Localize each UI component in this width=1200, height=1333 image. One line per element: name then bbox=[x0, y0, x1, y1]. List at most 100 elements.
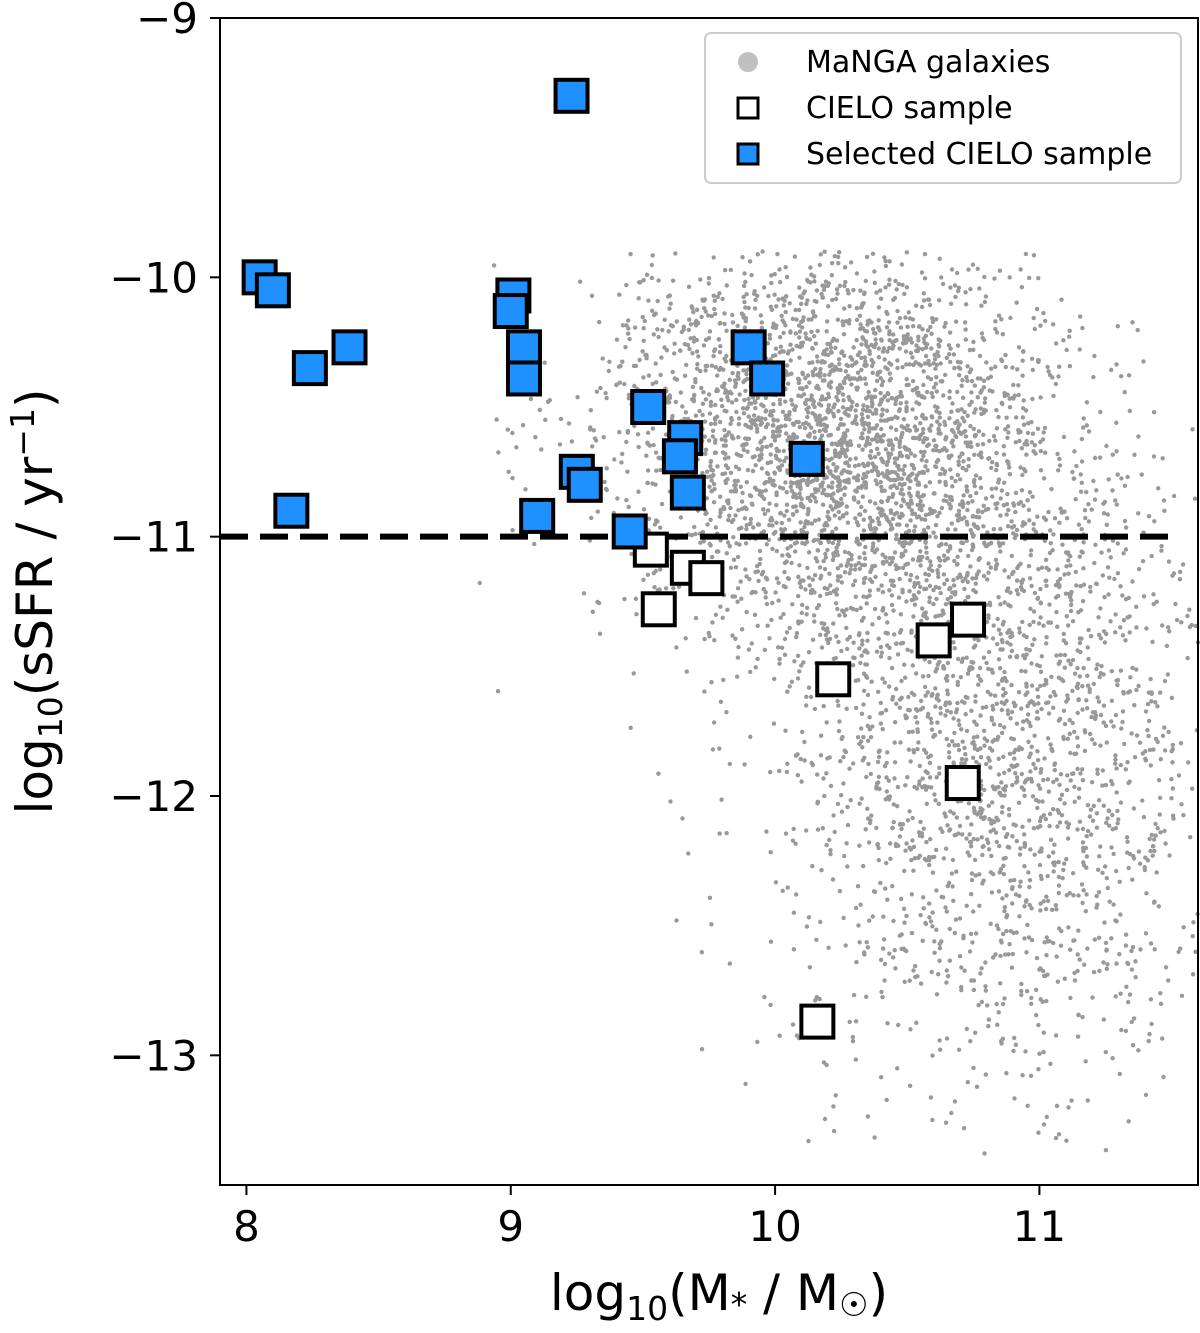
manga-point bbox=[937, 765, 942, 770]
manga-point bbox=[626, 504, 631, 510]
manga-point bbox=[973, 693, 978, 699]
manga-point bbox=[747, 259, 753, 264]
manga-point bbox=[769, 442, 774, 448]
manga-point bbox=[1028, 606, 1033, 611]
manga-point bbox=[1046, 854, 1052, 859]
manga-point bbox=[1100, 573, 1106, 578]
manga-point bbox=[1048, 1061, 1053, 1067]
manga-point bbox=[952, 646, 957, 651]
manga-point bbox=[892, 740, 897, 745]
manga-point bbox=[1007, 472, 1013, 477]
manga-point bbox=[528, 396, 534, 402]
manga-point bbox=[765, 508, 771, 513]
manga-point bbox=[948, 809, 953, 814]
manga-point bbox=[1111, 902, 1116, 907]
manga-point bbox=[759, 325, 764, 331]
manga-point bbox=[812, 706, 818, 712]
manga-point bbox=[839, 736, 844, 742]
manga-point bbox=[1005, 640, 1010, 645]
manga-point bbox=[859, 504, 864, 510]
manga-point bbox=[918, 913, 923, 918]
manga-point bbox=[1043, 557, 1049, 562]
manga-point bbox=[923, 539, 928, 544]
manga-point bbox=[841, 781, 846, 786]
manga-point bbox=[892, 720, 898, 725]
manga-point bbox=[942, 471, 947, 476]
manga-point bbox=[956, 462, 961, 468]
manga-point bbox=[768, 452, 773, 457]
manga-point bbox=[1062, 509, 1067, 514]
manga-point bbox=[754, 426, 760, 431]
manga-point bbox=[980, 442, 986, 447]
manga-point bbox=[1001, 686, 1006, 692]
manga-point bbox=[1099, 663, 1104, 669]
manga-point bbox=[848, 407, 853, 412]
manga-point bbox=[1041, 310, 1046, 316]
manga-point bbox=[853, 1057, 858, 1062]
manga-point bbox=[959, 383, 964, 388]
manga-point bbox=[1034, 662, 1040, 668]
manga-point bbox=[936, 353, 941, 359]
manga-point bbox=[970, 576, 975, 581]
manga-point bbox=[861, 517, 866, 522]
manga-point bbox=[859, 726, 864, 731]
manga-point bbox=[813, 341, 818, 346]
manga-point bbox=[925, 468, 930, 473]
manga-point bbox=[1153, 833, 1158, 838]
manga-point bbox=[673, 399, 678, 405]
manga-point bbox=[1108, 555, 1114, 560]
manga-point bbox=[893, 398, 899, 403]
manga-point bbox=[1036, 276, 1041, 281]
manga-point bbox=[854, 317, 860, 323]
manga-point bbox=[1043, 318, 1048, 324]
manga-point bbox=[867, 499, 873, 504]
manga-point bbox=[1002, 390, 1007, 396]
manga-point bbox=[1166, 978, 1171, 983]
manga-point bbox=[886, 495, 891, 500]
manga-point bbox=[887, 378, 892, 383]
manga-point bbox=[927, 915, 932, 920]
manga-point bbox=[865, 630, 870, 636]
manga-point bbox=[780, 888, 785, 893]
manga-point bbox=[1020, 726, 1025, 732]
manga-point bbox=[779, 313, 784, 318]
manga-point bbox=[844, 607, 849, 612]
manga-point bbox=[955, 419, 960, 424]
manga-point bbox=[1061, 638, 1067, 643]
manga-point bbox=[1064, 1138, 1069, 1143]
manga-point bbox=[773, 590, 778, 595]
manga-point bbox=[641, 577, 646, 582]
manga-point bbox=[945, 688, 950, 693]
manga-point bbox=[853, 563, 858, 568]
manga-point bbox=[921, 291, 926, 296]
manga-point bbox=[687, 346, 692, 352]
manga-point bbox=[984, 660, 989, 666]
manga-point bbox=[739, 596, 744, 601]
manga-point bbox=[785, 761, 790, 766]
manga-point bbox=[927, 775, 933, 780]
manga-point bbox=[777, 401, 783, 407]
manga-point bbox=[978, 678, 984, 683]
manga-point bbox=[997, 870, 1002, 875]
manga-point bbox=[861, 594, 866, 599]
manga-point bbox=[1010, 951, 1015, 957]
manga-point bbox=[865, 638, 870, 643]
manga-point bbox=[717, 350, 723, 355]
manga-point bbox=[876, 346, 882, 351]
manga-point bbox=[937, 415, 942, 420]
manga-point bbox=[1013, 771, 1018, 776]
manga-point bbox=[1057, 659, 1063, 664]
manga-point bbox=[842, 433, 847, 439]
manga-point bbox=[885, 620, 890, 625]
manga-point bbox=[851, 655, 856, 660]
manga-point bbox=[866, 429, 872, 434]
manga-point bbox=[933, 584, 939, 590]
manga-point bbox=[766, 293, 771, 299]
manga-point bbox=[953, 527, 958, 532]
manga-point bbox=[1015, 762, 1020, 768]
manga-point bbox=[1058, 797, 1063, 802]
manga-point bbox=[988, 829, 993, 834]
manga-point bbox=[1085, 645, 1091, 650]
manga-point bbox=[926, 673, 931, 679]
manga-point bbox=[1065, 836, 1071, 841]
